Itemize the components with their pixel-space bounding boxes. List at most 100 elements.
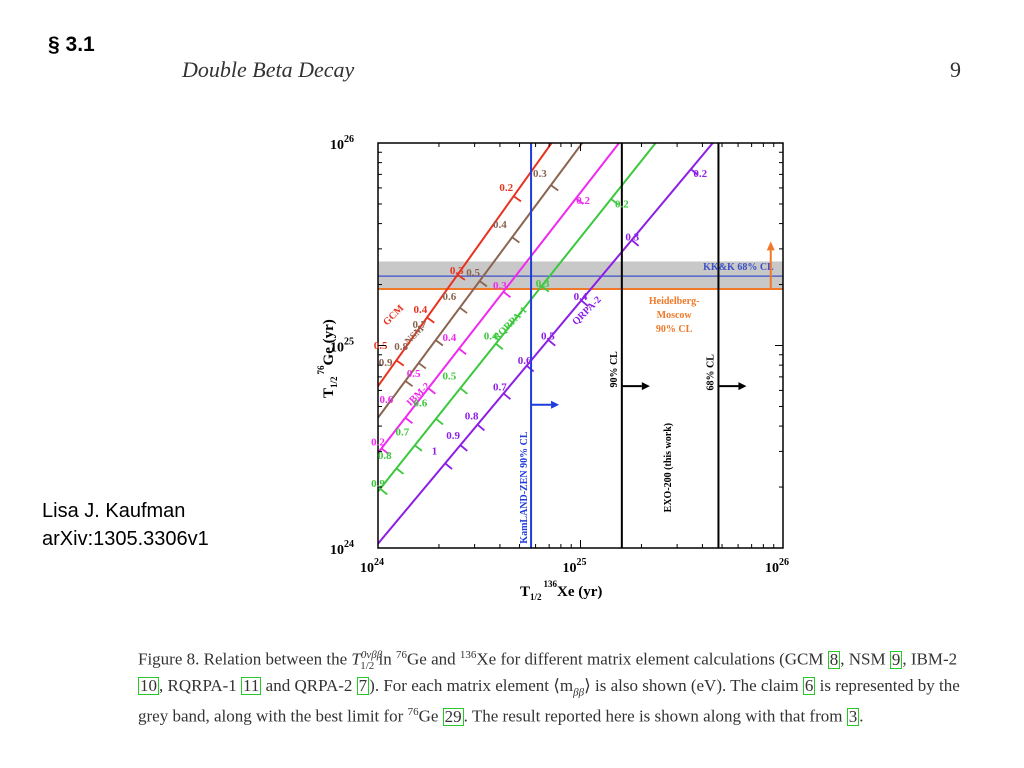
mbb-value-label: 0.4 — [442, 332, 456, 344]
matrix-element-tick — [479, 280, 488, 288]
y-axis-title-sub: 1/2 — [329, 376, 339, 388]
caption-text: . The result reported here is shown alon… — [463, 707, 847, 727]
mbb-value-label: 0.2 — [371, 437, 385, 449]
matrix-element-tick — [404, 380, 414, 388]
mbb-value-label: 0.3 — [536, 278, 550, 290]
kamland-limit-label: KamLAND-ZEN 90% CL — [519, 431, 530, 544]
caption-text: is represented by the grey band, along w… — [138, 676, 960, 727]
mbb-value-label: 0.4 — [484, 331, 498, 343]
matrix-element-tick — [541, 285, 550, 293]
mbb-value-label: 0.8 — [394, 341, 408, 353]
citation-link[interactable]: 11 — [241, 676, 262, 696]
citation-link[interactable]: 6 — [802, 676, 816, 696]
matrix-element-tick — [435, 418, 444, 426]
caption-text: . — [859, 707, 864, 727]
matrix-element-tick — [459, 306, 468, 314]
matrix-element-tick — [444, 462, 453, 470]
x-tick-exponent: 24 — [374, 557, 384, 568]
caption-m-sub: ββ — [573, 686, 585, 699]
caption-ge-sup: 76 — [407, 706, 419, 719]
x-axis-title: T1/2136Xe (yr) — [520, 579, 602, 602]
x-tick-label: 1026 — [765, 557, 789, 576]
heidelberg-label: Moscow — [657, 310, 693, 321]
exo-200-result-label: EXO-200 (this work) — [663, 423, 674, 512]
heidelberg-label: Heidelberg- — [649, 296, 700, 307]
matrix-element-tick — [427, 387, 436, 395]
matrix-element-tick — [414, 444, 423, 452]
mbb-value-label: 0.2 — [499, 182, 513, 194]
section-number: § 3.1 — [48, 33, 95, 56]
caption-text: Xe for different matrix element calculat… — [476, 649, 828, 669]
y-axis-title-sup: 76 — [316, 365, 326, 375]
matrix-element-tick — [395, 467, 405, 475]
x-axis-title-sub: 1/2 — [530, 592, 542, 602]
mbb-value-label: 0.2 — [693, 168, 707, 180]
mbb-value-label: 0.7 — [412, 319, 426, 331]
citation-link[interactable]: 10 — [138, 676, 159, 696]
mbb-value-label: 0.5 — [466, 267, 480, 279]
matrix-element-tick — [459, 444, 468, 452]
kamland-arrow-head — [551, 400, 560, 409]
caption-text: , RQRPA-1 — [159, 676, 242, 696]
matrix-element-tick — [511, 236, 520, 244]
caption-text: ). For each matrix element ⟨m — [369, 676, 574, 696]
matrix-element-tick — [404, 417, 413, 424]
arxiv-id: arXiv:1305.3306v1 — [42, 528, 209, 550]
x-axis-title-sup: 136 — [544, 579, 558, 589]
exo-68-limit-label: 68% CL — [705, 354, 716, 391]
citation-link[interactable]: 7 — [356, 676, 370, 696]
kkk-claim-band — [378, 261, 783, 290]
matrix-element-tick — [495, 342, 504, 350]
exo-68-arrow-head — [738, 382, 747, 391]
matrix-element-tick — [379, 488, 388, 496]
mbb-value-label: 0.4 — [414, 304, 428, 316]
caption-text: , NSM — [840, 649, 890, 669]
citation-link[interactable]: 3 — [846, 707, 860, 727]
mbb-value-label: 0.5 — [541, 331, 555, 343]
mbb-value-label: 0.2 — [576, 195, 590, 207]
mbb-value-label: 0.6 — [380, 394, 394, 406]
y-axis-title: T1/276Ge (yr) — [316, 319, 339, 398]
matrix-element-tick — [380, 447, 390, 455]
author-name: Lisa J. Kaufman — [42, 500, 186, 522]
mbb-value-label: 0.9 — [379, 357, 393, 369]
y-tick-label: 1024 — [330, 539, 354, 558]
mbb-value-label: 0.7 — [493, 381, 507, 393]
mbb-value-label: 0.9 — [371, 478, 385, 490]
mbb-value-label: 0.9 — [446, 430, 460, 442]
y-axis-title-rest: Ge (yr) — [321, 319, 337, 365]
y-tick-exponent: 25 — [344, 337, 354, 348]
matrix-element-tick — [550, 184, 559, 192]
author-block: Lisa J. Kaufman arXiv:1305.3306v1 — [42, 497, 209, 553]
page-number: 9 — [950, 57, 961, 82]
exo-90-arrow-head — [641, 382, 650, 391]
mbb-value-label: 0.4 — [493, 219, 507, 231]
series-line-rqrpa-1 — [378, 143, 657, 493]
figure-caption: Figure 8. Relation between the T0νββ1/2 … — [138, 644, 968, 727]
caption-text: Ge and — [407, 649, 460, 669]
caption-text: ⟩ is also shown (eV). The claim — [584, 676, 803, 696]
matrix-element-tick — [502, 392, 512, 400]
series-line-ibm-2 — [378, 143, 620, 454]
mbb-value-label: 0.3 — [450, 265, 464, 277]
x-axis-title-rest: Xe (yr) — [557, 584, 602, 600]
mbb-value-label: 0.6 — [442, 291, 456, 303]
citation-link[interactable]: 9 — [889, 649, 903, 669]
matrix-element-tick — [458, 348, 467, 355]
citation-link[interactable]: 8 — [827, 649, 841, 669]
y-tick-label: 1026 — [330, 134, 354, 153]
heidelberg-arrow-head — [766, 241, 775, 251]
y-tick-exponent: 26 — [344, 134, 354, 145]
mbb-value-label: 0.5 — [442, 370, 456, 382]
matrix-element-tick — [395, 359, 405, 367]
matrix-element-tick — [610, 198, 619, 206]
series-layer — [378, 143, 714, 545]
caption-text: Figure 8. Relation between the — [138, 649, 352, 669]
matrix-element-tick — [631, 239, 640, 247]
caption-xe-sup: 136 — [459, 649, 477, 661]
x-tick-exponent: 26 — [779, 557, 789, 568]
series-name-label: RQRPA-1 — [491, 305, 529, 343]
citation-link[interactable]: 29 — [442, 707, 464, 727]
caption-text: and QRPA-2 — [261, 676, 357, 696]
mbb-value-label: 0.2 — [615, 199, 629, 211]
